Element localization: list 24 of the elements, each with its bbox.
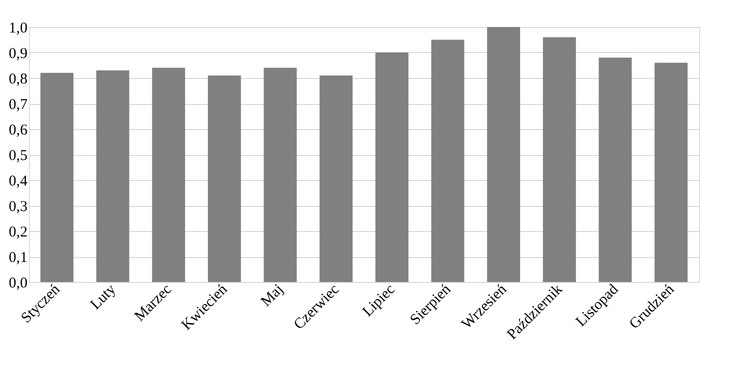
y-tick-label: 0,7 (8, 97, 28, 113)
y-tick-label: 0,4 (8, 174, 28, 190)
x-tick-label: Maj (258, 282, 287, 310)
y-tick-label: 0,5 (8, 148, 28, 164)
bar (208, 75, 241, 282)
x-tick-label: Luty (88, 281, 120, 313)
y-tick-label: 0,6 (8, 122, 28, 138)
y-tick-label: 0,1 (8, 250, 28, 266)
bar (40, 72, 74, 282)
y-tick-label: 1,0 (8, 20, 28, 36)
bar (264, 68, 297, 282)
bar (431, 40, 464, 282)
y-tick-label: 0,9 (8, 46, 28, 62)
bar (375, 52, 408, 282)
bar (320, 75, 353, 282)
bar (542, 37, 576, 282)
bar (152, 68, 186, 282)
bar (487, 27, 520, 282)
y-tick-label: 0,8 (8, 72, 28, 88)
y-tick-label: 0,3 (8, 199, 28, 215)
bar (96, 70, 130, 282)
y-tick-label: 0,2 (8, 224, 28, 240)
bar (598, 58, 632, 282)
bar (654, 62, 688, 282)
